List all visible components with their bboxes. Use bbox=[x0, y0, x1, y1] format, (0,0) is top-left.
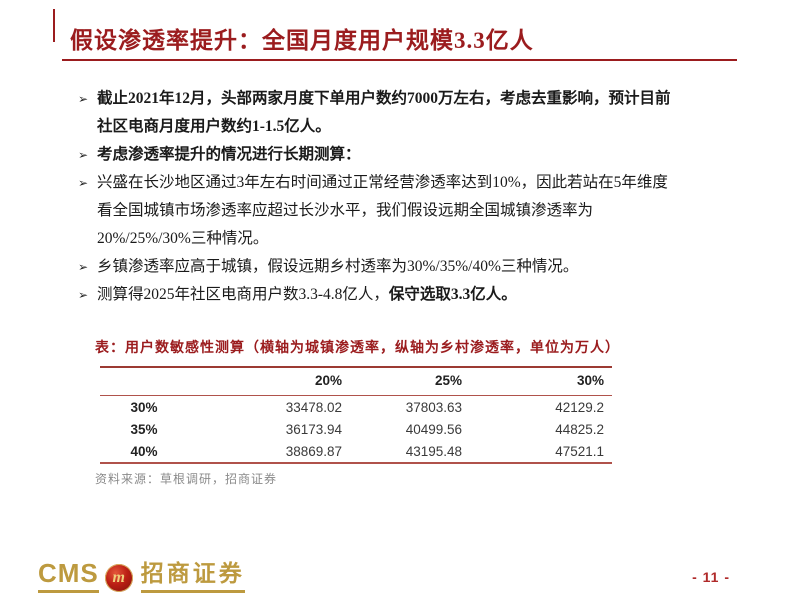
bullet-item: ➢ 测算得2025年社区电商用户数3.3-4.8亿人，保守选取3.3亿人。 bbox=[78, 281, 714, 309]
cms-logo-text: CMS bbox=[38, 560, 99, 593]
row-header: 40% bbox=[130, 443, 158, 459]
bullet-arrow-icon: ➢ bbox=[78, 288, 89, 302]
table-cell: 47521.1 bbox=[555, 443, 604, 459]
bullet-arrow-icon: ➢ bbox=[78, 148, 89, 162]
bullet-arrow-icon: ➢ bbox=[78, 176, 89, 190]
table-cell: 43195.48 bbox=[405, 443, 462, 459]
title-underline bbox=[62, 59, 737, 61]
table-cell: 38869.87 bbox=[285, 443, 342, 459]
bullet-arrow-icon: ➢ bbox=[78, 92, 89, 106]
table-caption: 表：用户数敏感性测算（横轴为城镇渗透率，纵轴为乡村渗透率，单位为万人） bbox=[95, 341, 620, 356]
cms-logo-chinese: 招商证券 bbox=[140, 562, 245, 593]
bullet-text-normal: 测算得2025年社区电商用户数3.3-4.8亿人， bbox=[97, 286, 389, 303]
source-note: 资料来源：草根调研，招商证券 bbox=[95, 472, 278, 486]
bullet-text: 乡镇渗透率应高于城镇，假设远期乡村透率为30%/35%/40%三种情况。 bbox=[97, 258, 579, 275]
bullet-text: 兴盛在长沙地区通过3年左右时间通过正常经营渗透率达到10%，因此若站在5年维度 … bbox=[97, 174, 668, 247]
page-title: 假设渗透率提升：全国月度用户规模3.3亿人 bbox=[70, 28, 534, 53]
content-area: ➢ 截止2021年12月，头部两家月度下单用户数约7000万左右，考虑去重影响，… bbox=[78, 85, 714, 309]
table-cell: 33478.02 bbox=[285, 399, 342, 415]
cms-logo-mark-icon: m bbox=[104, 564, 133, 592]
bullet-text: 测算得2025年社区电商用户数3.3-4.8亿人，保守选取3.3亿人。 bbox=[97, 281, 714, 309]
bullet-text-bold: 保守选取3.3亿人。 bbox=[388, 286, 517, 303]
cms-logo-m-glyph: m bbox=[112, 569, 125, 586]
table-row: 30% 33478.02 37803.63 42129.2 bbox=[100, 396, 612, 419]
bullet-item: ➢ 兴盛在长沙地区通过3年左右时间通过正常经营渗透率达到10%，因此若站在5年维… bbox=[78, 169, 714, 253]
table-cell: 42129.2 bbox=[555, 399, 604, 415]
bullet-item: ➢ 乡镇渗透率应高于城镇，假设远期乡村透率为30%/35%/40%三种情况。 bbox=[78, 253, 714, 281]
table-row: 35% 36173.94 40499.56 44825.2 bbox=[100, 418, 612, 440]
bullet-item: ➢ 考虑渗透率提升的情况进行长期测算： bbox=[78, 141, 714, 169]
table-cell: 40499.56 bbox=[405, 421, 462, 437]
column-header: 30% bbox=[470, 367, 612, 396]
table-cell: 36173.94 bbox=[285, 421, 342, 437]
page-number: - 11 - bbox=[692, 569, 730, 585]
column-header: 25% bbox=[350, 367, 470, 396]
bullet-text: 考虑渗透率提升的情况进行长期测算： bbox=[97, 146, 361, 163]
bullet-text: 截止2021年12月，头部两家月度下单用户数约7000万左右，考虑去重影响，预计… bbox=[97, 90, 671, 135]
row-header: 30% bbox=[130, 399, 158, 415]
row-header: 35% bbox=[130, 421, 158, 437]
column-header: 20% bbox=[218, 367, 350, 396]
bullet-arrow-icon: ➢ bbox=[78, 260, 89, 274]
table-cell: 37803.63 bbox=[405, 399, 462, 415]
title-accent-bar bbox=[53, 9, 55, 42]
bullet-item: ➢ 截止2021年12月，头部两家月度下单用户数约7000万左右，考虑去重影响，… bbox=[78, 85, 714, 141]
table-row: 40% 38869.87 43195.48 47521.1 bbox=[100, 440, 612, 463]
column-header-empty bbox=[100, 367, 218, 396]
sensitivity-table: 20% 25% 30% 30% 33478.02 37803.63 42129.… bbox=[100, 366, 612, 464]
table-header-row: 20% 25% 30% bbox=[100, 367, 612, 396]
cms-logo: CMS m 招商证券 bbox=[38, 560, 245, 593]
table-cell: 44825.2 bbox=[555, 421, 604, 437]
